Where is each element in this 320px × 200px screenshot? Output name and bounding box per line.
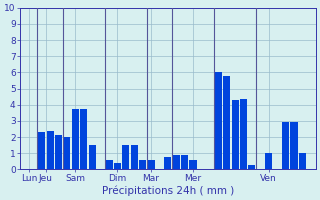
Bar <box>248 165 255 169</box>
Bar <box>122 145 129 169</box>
Bar <box>223 76 230 169</box>
Bar <box>114 163 121 169</box>
Bar <box>232 100 239 169</box>
Bar <box>215 72 222 169</box>
Bar <box>63 137 70 169</box>
Bar <box>131 145 138 169</box>
Bar <box>189 160 196 169</box>
Bar <box>72 109 79 169</box>
Bar <box>299 153 306 169</box>
Bar <box>164 157 172 169</box>
Bar <box>282 122 289 169</box>
Bar <box>105 160 113 169</box>
Bar <box>46 131 54 169</box>
Bar <box>139 160 146 169</box>
Bar <box>240 99 247 169</box>
Bar <box>173 155 180 169</box>
Bar <box>290 122 298 169</box>
Bar <box>89 145 96 169</box>
X-axis label: Précipitations 24h ( mm ): Précipitations 24h ( mm ) <box>102 185 234 196</box>
Bar <box>55 135 62 169</box>
Bar <box>181 155 188 169</box>
Bar <box>265 153 272 169</box>
Bar <box>38 132 45 169</box>
Bar <box>148 160 155 169</box>
Bar <box>80 109 87 169</box>
